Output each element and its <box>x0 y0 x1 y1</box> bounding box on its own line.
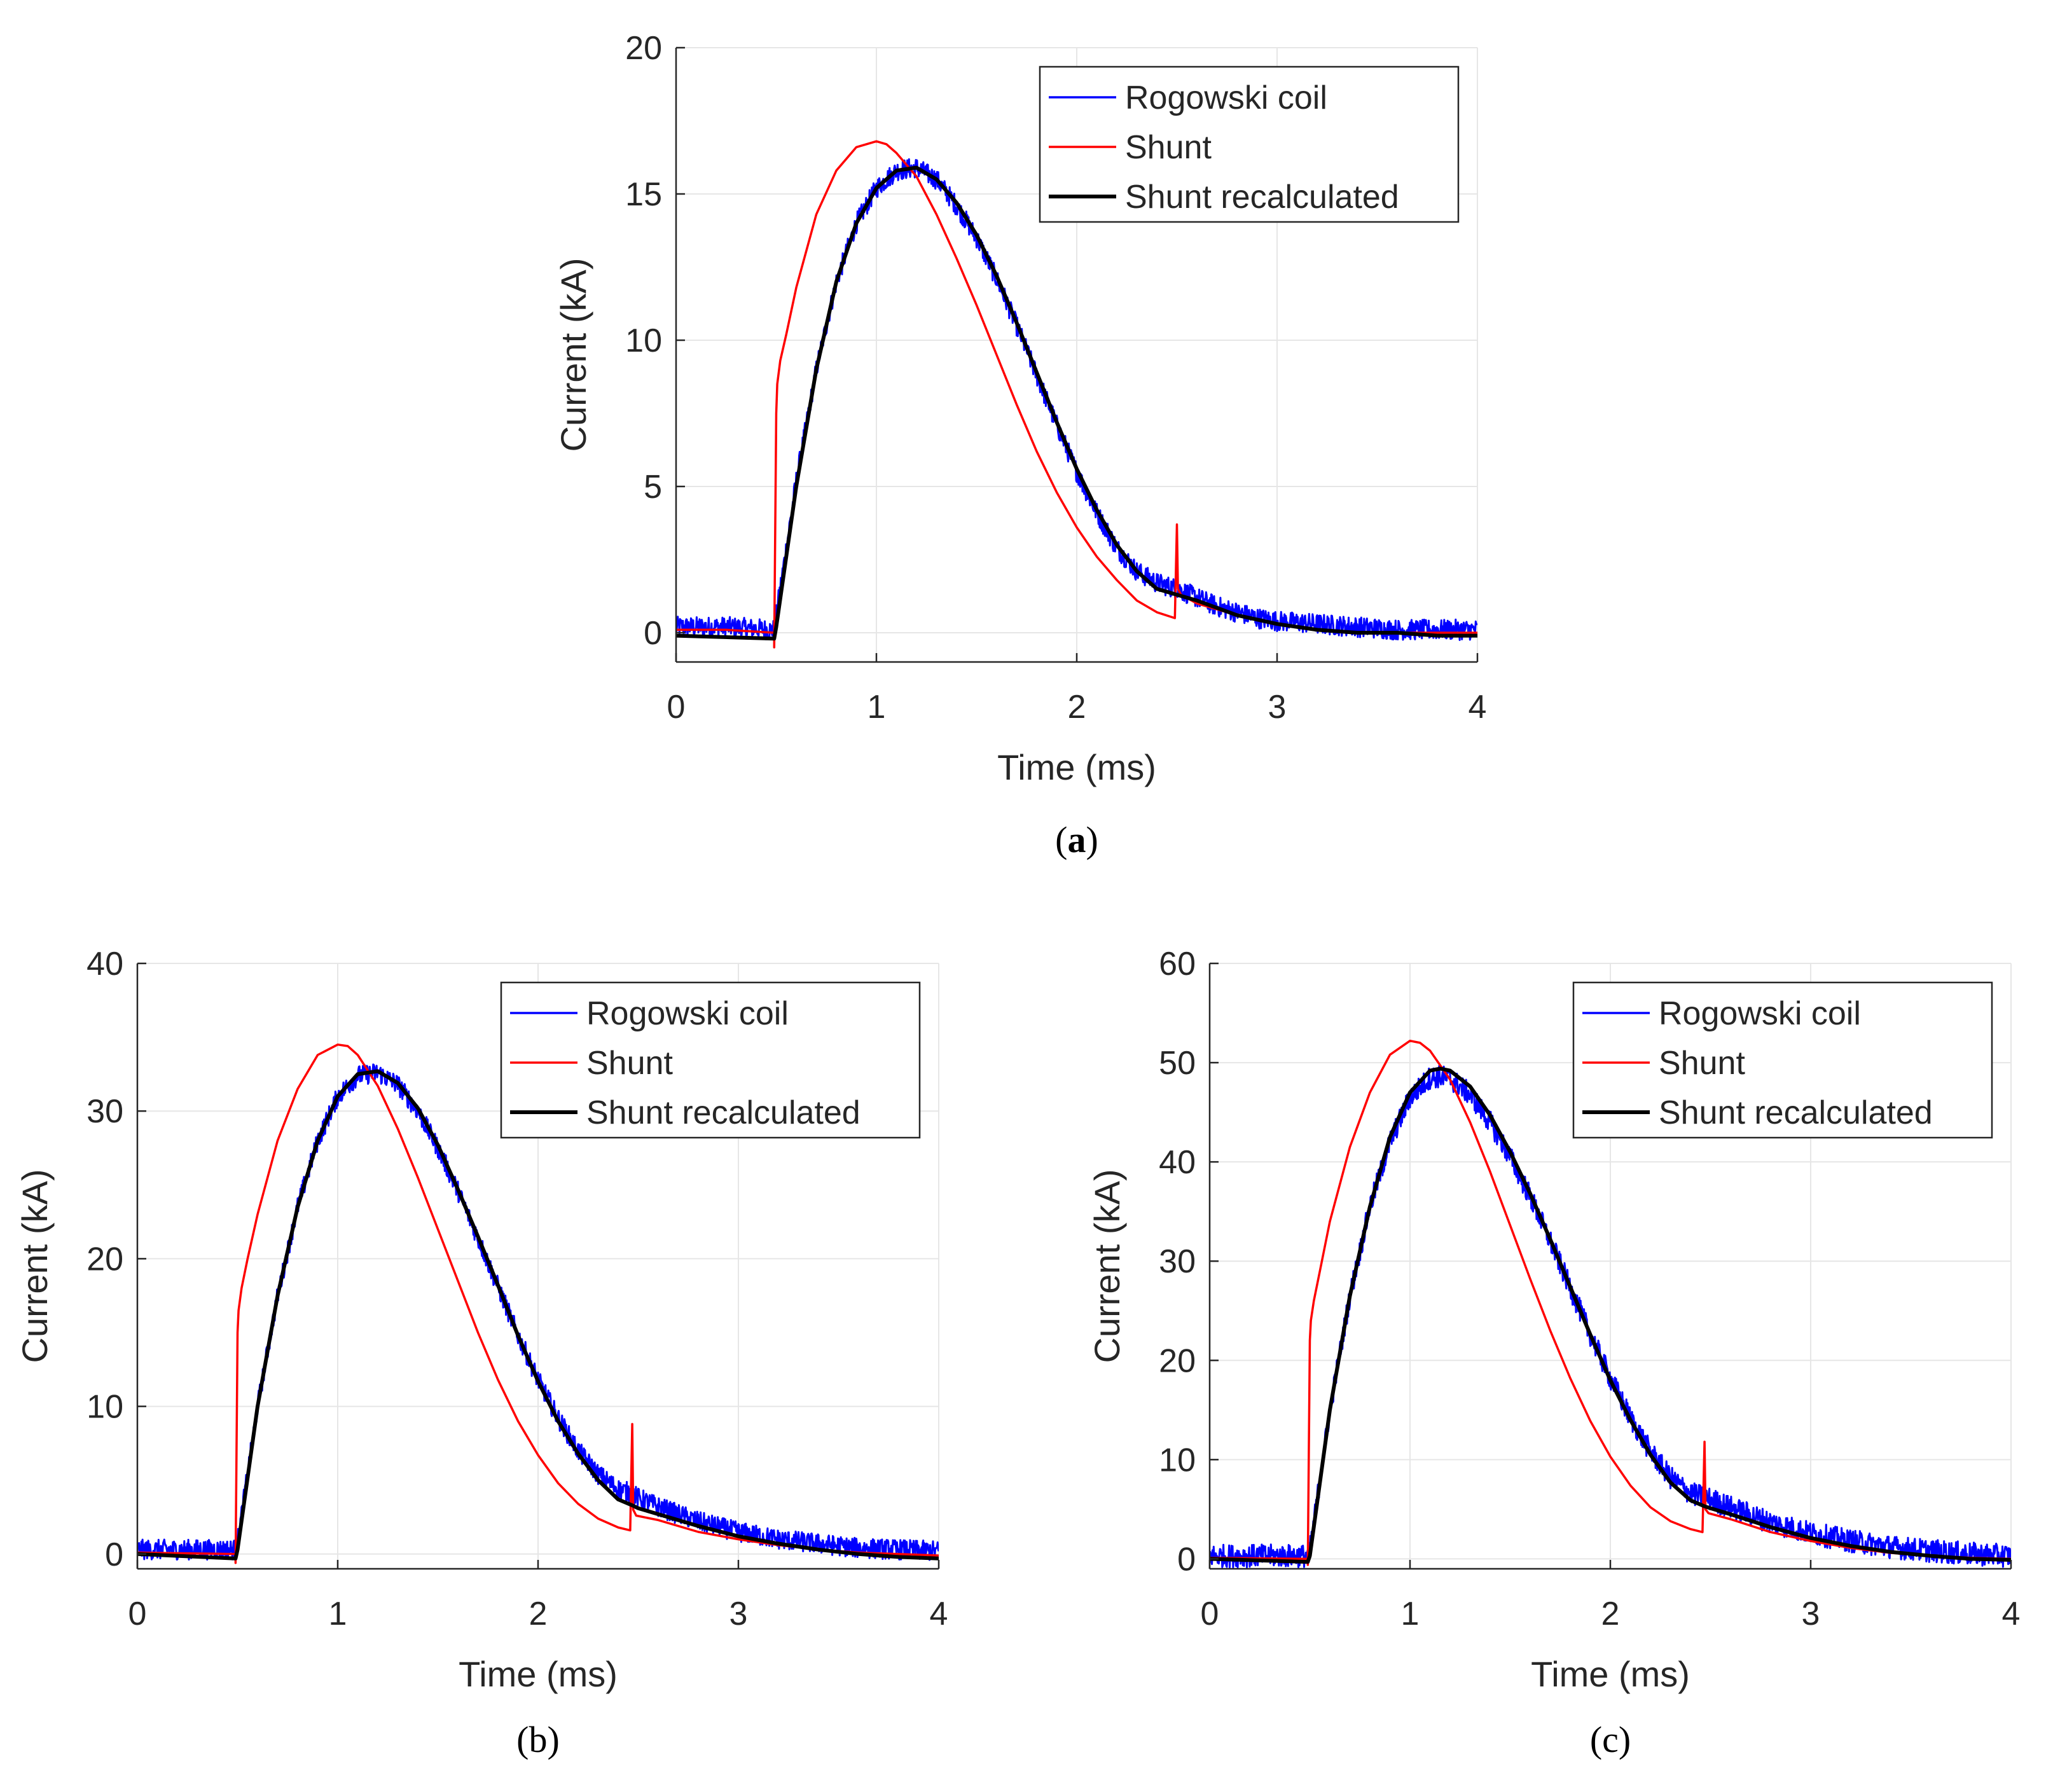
y-tick-label: 0 <box>1177 1541 1196 1578</box>
x-tick-label: 0 <box>667 689 686 726</box>
x-tick-label: 1 <box>1401 1596 1420 1632</box>
series-line-shunt-recalculated <box>137 1069 939 1561</box>
x-tick-label: 0 <box>1201 1596 1219 1632</box>
legend-label: Shunt recalculated <box>586 1094 861 1131</box>
x-tick-label: 2 <box>1068 689 1086 726</box>
legend-label: Rogowski coil <box>586 995 789 1032</box>
series-line-shunt <box>137 1043 939 1564</box>
y-tick-label: 50 <box>1159 1045 1196 1082</box>
series-group <box>676 140 1477 649</box>
x-tick-label: 4 <box>1469 689 1487 726</box>
y-tick-label: 60 <box>1159 946 1196 982</box>
series-line-shunt <box>1210 1039 2011 1566</box>
legend: Rogowski coil Shunt Shunt recalculated <box>1039 65 1460 223</box>
series-line-shunt-recalculated <box>1210 1066 2011 1564</box>
y-tick-label: 0 <box>105 1536 123 1573</box>
y-tick-label: 10 <box>86 1389 123 1426</box>
x-tick-label: 2 <box>529 1596 548 1632</box>
y-tick-label: 40 <box>1159 1144 1196 1181</box>
y-tick-label: 10 <box>625 322 662 359</box>
x-tick-label: 3 <box>729 1596 748 1632</box>
y-axis-label: Current (kA) <box>15 1169 55 1363</box>
legend: Rogowski coil Shunt Shunt recalculated <box>500 981 921 1139</box>
legend-label: Shunt <box>1659 1045 1745 1082</box>
x-tick-label: 1 <box>867 689 886 726</box>
y-tick-label: 20 <box>625 30 662 67</box>
y-axis-label: Current (kA) <box>1087 1169 1127 1363</box>
y-tick-label: 40 <box>86 946 123 982</box>
x-axis-label: Time (ms) <box>997 747 1156 787</box>
panel-caption: (c) <box>1590 1719 1631 1760</box>
series-group <box>137 1043 939 1564</box>
y-tick-label: 0 <box>644 615 662 652</box>
series-line-shunt-recalculated <box>676 165 1477 641</box>
y-tick-label: 15 <box>625 176 662 213</box>
panel-caption: (a) <box>1055 819 1098 860</box>
legend-label: Shunt recalculated <box>1659 1094 1933 1131</box>
y-tick-label: 30 <box>1159 1243 1196 1280</box>
y-axis-label: Current (kA) <box>553 258 593 452</box>
x-tick-label: 0 <box>128 1596 147 1632</box>
series-group <box>1210 1039 2011 1569</box>
legend-label: Rogowski coil <box>1125 79 1327 116</box>
chart-panel-a: 0 1 2 3 4 0 5 10 15 20 Time (ms) Current (kA) Rogows… <box>553 30 1486 860</box>
x-tick-label: 2 <box>1601 1596 1620 1632</box>
x-tick-label: 4 <box>930 1596 948 1632</box>
legend-label: Rogowski coil <box>1659 995 1861 1032</box>
x-axis-label: Time (ms) <box>459 1654 618 1694</box>
legend-label: Shunt <box>1125 129 1212 166</box>
x-tick-label: 3 <box>1268 689 1287 726</box>
x-axis-label: Time (ms) <box>1531 1654 1690 1694</box>
legend-label: Shunt recalculated <box>1125 179 1399 216</box>
y-tick-label: 20 <box>86 1241 123 1278</box>
panel-caption: (b) <box>516 1719 560 1760</box>
y-tick-label: 20 <box>1159 1342 1196 1379</box>
x-tick-label: 3 <box>1802 1596 1820 1632</box>
x-tick-label: 1 <box>329 1596 347 1632</box>
x-tick-label: 4 <box>2002 1596 2021 1632</box>
legend: Rogowski coil Shunt Shunt recalculated <box>1572 981 1993 1139</box>
y-tick-label: 10 <box>1159 1442 1196 1478</box>
y-tick-label: 30 <box>86 1093 123 1130</box>
y-tick-label: 5 <box>644 469 662 506</box>
legend-label: Shunt <box>586 1045 673 1082</box>
